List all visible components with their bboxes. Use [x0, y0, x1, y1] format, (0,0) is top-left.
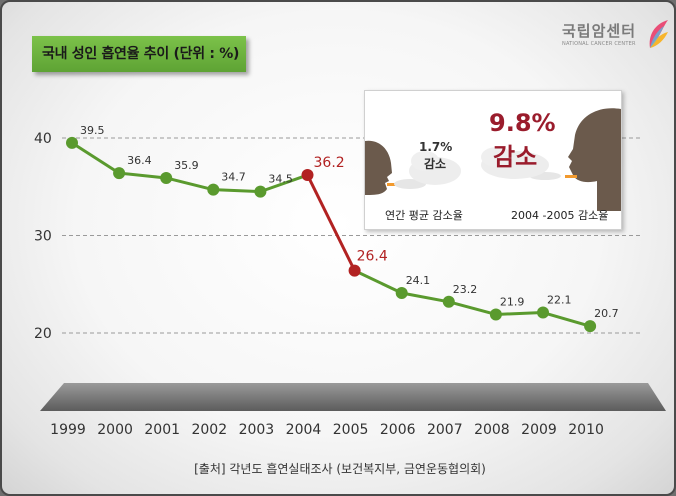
x-tick-label: 2010 — [568, 422, 604, 438]
data-label: 26.4 — [357, 249, 388, 265]
series-line-segment — [353, 269, 403, 295]
x-tick-label: 2001 — [144, 422, 180, 438]
data-point — [489, 308, 502, 321]
left-caption: 연간 평균 감소율 — [385, 209, 463, 222]
y-tick-label: 40 — [34, 131, 52, 147]
series-line-segment — [495, 311, 544, 316]
data-point — [584, 320, 597, 333]
x-tick-label: 2000 — [97, 422, 133, 438]
data-point — [207, 183, 220, 196]
data-label: 36.4 — [127, 154, 152, 167]
y-tick-label: 30 — [34, 229, 52, 245]
series-line-segment — [306, 174, 356, 272]
series-line-segment — [401, 291, 450, 304]
x-tick-label: 2009 — [521, 422, 557, 438]
right-caption: 2004 -2005 감소율 — [511, 209, 609, 222]
data-point — [254, 185, 267, 198]
data-point — [301, 169, 314, 182]
x-tick-label: 2007 — [427, 422, 463, 438]
series-line-segment — [165, 176, 214, 192]
left-smoker-head-icon — [365, 140, 392, 195]
data-point — [348, 264, 361, 277]
x-tick-label: 2006 — [380, 422, 416, 438]
data-label: 36.2 — [314, 155, 345, 171]
right-reduction-value: 9.8% — [489, 109, 556, 137]
data-label: 20.7 — [594, 307, 619, 320]
y-tick-label: 20 — [34, 326, 52, 342]
chart-base-platform — [40, 383, 666, 411]
series-line-segment — [71, 141, 120, 175]
left-cigarette-icon — [387, 183, 397, 186]
x-tick-label: 2002 — [191, 422, 227, 438]
left-reduction-value: 1.7% — [419, 140, 453, 154]
smoking-illustration — [365, 108, 621, 211]
reduction-inset: 1.7% 감소 9.8% 감소 연간 평균 감소율 2004 -2005 감소율 — [364, 90, 622, 230]
logo: 국립암센터 NATIONAL CANCER CENTER — [562, 16, 672, 56]
series-line-segment — [259, 173, 308, 194]
data-label: 35.9 — [174, 159, 199, 172]
x-tick-label: 2008 — [474, 422, 510, 438]
data-point — [113, 167, 126, 180]
data-label: 22.1 — [547, 294, 572, 307]
data-label: 34.5 — [268, 173, 293, 186]
right-reduction-word: 감소 — [493, 143, 538, 171]
series-line-segment — [118, 171, 167, 180]
data-label: 23.2 — [453, 283, 478, 296]
left-reduction-word: 감소 — [424, 157, 447, 171]
data-label: 24.1 — [406, 274, 431, 287]
right-cigarette-icon — [565, 175, 577, 178]
x-tick-label: 2004 — [286, 422, 322, 438]
data-point — [395, 287, 408, 300]
series-line-segment — [542, 311, 591, 328]
series-line-segment — [448, 300, 497, 316]
chart-title: 국내 성인 흡연율 추이 (단위 : %) — [32, 36, 246, 72]
logo-name: 국립암센터 — [562, 22, 637, 40]
x-tick-label: 2005 — [333, 422, 369, 438]
x-tick-label: 1999 — [50, 422, 86, 438]
data-label: 34.7 — [221, 171, 246, 184]
x-tick-label: 2003 — [239, 422, 275, 438]
data-point — [66, 136, 78, 149]
data-label: 21.9 — [500, 295, 525, 308]
data-label: 39.5 — [80, 124, 105, 137]
series-line-segment — [213, 188, 261, 194]
right-smoker-head-icon — [568, 108, 621, 211]
data-point — [537, 306, 549, 319]
logo-subtitle: NATIONAL CANCER CENTER — [562, 41, 636, 47]
source-note: [출처] 각년도 흡연실태조사 (보건복지부, 금연운동협의회) — [194, 462, 486, 476]
logo-mark-icon — [649, 20, 668, 48]
data-point — [160, 171, 173, 184]
data-point — [442, 295, 455, 308]
